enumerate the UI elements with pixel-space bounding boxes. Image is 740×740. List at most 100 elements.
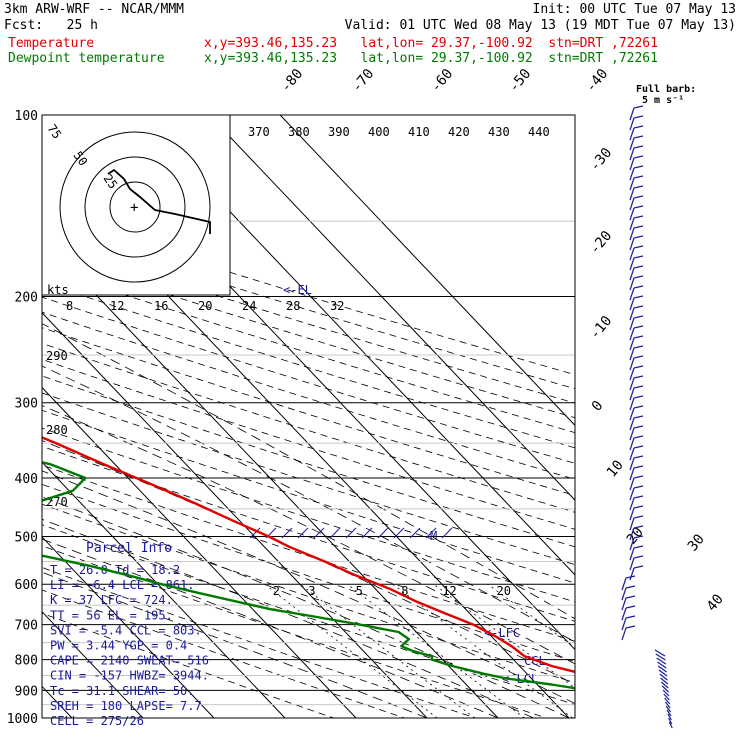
wind-barb [629, 147, 635, 161]
level-tick [409, 527, 421, 539]
parcel-info-row: CIN = -157 HWBZ= 3944. [50, 669, 209, 683]
parcel-info-title: Parcel Info [86, 541, 172, 556]
wind-barb [629, 247, 635, 261]
model-title: 3km ARW-WRF -- NCAR/MMM [4, 2, 185, 17]
wind-barb-flag [633, 365, 644, 369]
wind-barb-flag [633, 445, 644, 449]
pressure-label: 500 [15, 530, 38, 545]
wind-barb-flag [625, 625, 636, 629]
wind-barb [629, 437, 635, 451]
moist-adiabat [42, 440, 575, 685]
dry-adiabat [42, 267, 575, 434]
wind-barb-flag [633, 465, 644, 469]
wind-barb-flag [633, 315, 644, 319]
wind-barb-flag [633, 295, 644, 299]
dewpoint-location: x,y=393.46,135.23 lat,lon= 29.37,-100.92… [204, 51, 658, 66]
isotherm-label: -20 [587, 228, 616, 258]
init-time: Init: 00 UTC Tue 07 May 13 [532, 2, 737, 17]
wind-barb-flag [633, 105, 644, 109]
dry-adiabat [42, 327, 575, 497]
dry-adiabat [42, 281, 575, 449]
theta-e-label: 370 [248, 125, 270, 139]
level-tick [329, 527, 341, 539]
hodograph-ring [59, 131, 211, 283]
wind-barb-flag [633, 225, 644, 229]
wind-barb-flag [633, 395, 644, 399]
wind-barb [629, 567, 635, 581]
wind-barb [661, 681, 669, 689]
wind-barb [655, 653, 666, 661]
hodograph-axis-label: 32 [330, 299, 344, 313]
wind-barb-flag [633, 555, 644, 559]
valid-time: Valid: 01 UTC Wed 08 May 13 (19 MDT Tue … [344, 18, 736, 33]
wind-barb-flag [633, 385, 644, 389]
wind-barb [629, 127, 635, 141]
dewpoint-series-label: Dewpoint temperature [8, 51, 165, 66]
moist-adiabat [42, 405, 575, 665]
moist-adiabat [42, 496, 570, 718]
isotherm-label: 10 [604, 457, 627, 480]
wind-barb [629, 417, 635, 431]
wind-barb-flag [633, 155, 644, 159]
theta-e-label: 400 [368, 125, 390, 139]
wind-barb-flag [633, 455, 644, 459]
level-tick [425, 527, 437, 539]
wind-barb [629, 267, 635, 281]
wind-barb [629, 317, 635, 331]
wind-barb-flag [633, 205, 644, 209]
wind-barb-flag [633, 355, 644, 359]
wind-barb [629, 477, 635, 491]
pressure-label: 700 [15, 619, 38, 634]
wind-barb [660, 677, 669, 685]
wind-barb [629, 347, 635, 361]
wind-barb-flag [633, 485, 644, 489]
mixing-ratio-label: 5 [356, 584, 363, 598]
mixing-ratio-label: 20 [496, 584, 510, 598]
wind-barb [629, 557, 635, 571]
parcel-info-row: LI = -6.4 LCL = 861. [50, 578, 195, 592]
wind-barb-flag [633, 415, 644, 419]
wind-barb-flag [633, 345, 644, 349]
isotherm-line [42, 536, 215, 718]
theta-e-label: 440 [528, 125, 550, 139]
isotherm-label: -30 [587, 145, 616, 175]
temperature-series-label: Temperature [8, 36, 95, 51]
wind-barb-flag [633, 245, 644, 249]
wind-barb [629, 457, 635, 471]
isotherm-line [279, 115, 575, 427]
theta-e-label: 420 [448, 125, 470, 139]
wind-barb-flag [633, 195, 644, 199]
wind-barb [629, 237, 635, 251]
wind-barb [621, 607, 627, 621]
wind-barb [629, 407, 635, 421]
wind-barb [654, 649, 666, 657]
level-tick [377, 527, 389, 539]
wind-barb [629, 307, 635, 321]
theta-e-label: 380 [288, 125, 310, 139]
wind-barb [656, 657, 667, 665]
wind-barb [629, 357, 635, 371]
wind-barb [629, 257, 635, 271]
wind-barb [664, 701, 671, 709]
theta-e-label: 390 [328, 125, 350, 139]
temperature-curve [42, 436, 575, 674]
hodograph-speed-unit: kts [47, 283, 69, 297]
wind-barb [629, 537, 635, 551]
pressure-label: 300 [15, 397, 38, 412]
isotherm-label: -70 [349, 66, 378, 96]
wind-barb-flag [625, 605, 636, 609]
wind-barb-flag [633, 425, 644, 429]
dry-adiabat [42, 427, 575, 603]
wind-barb [629, 507, 635, 521]
theta-e-label: 410 [408, 125, 430, 139]
isotherm-line [42, 237, 499, 718]
wind-barb [659, 673, 668, 681]
wind-barb-flag [633, 325, 644, 329]
wind-barb-flag [633, 175, 644, 179]
wind-barb-flag [633, 305, 644, 309]
mixing-ratio-label: 2 [273, 584, 280, 598]
wind-barb-flag [633, 285, 644, 289]
dry-adiabat [42, 464, 575, 642]
temperature-location: x,y=393.46,135.23 lat,lon= 29.37,-100.92… [204, 36, 658, 51]
level-tick [297, 527, 309, 539]
